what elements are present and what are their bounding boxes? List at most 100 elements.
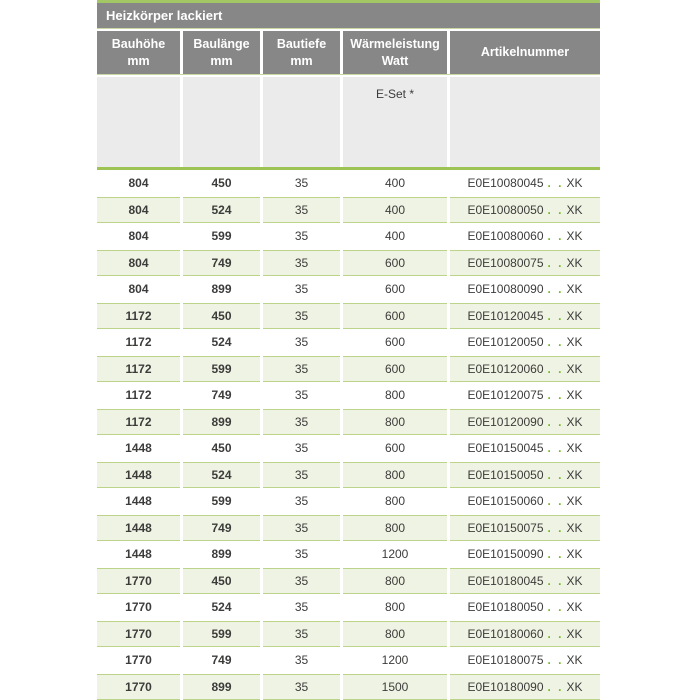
- article-suffix: XK: [566, 255, 583, 270]
- article-number: E0E10180090: [467, 679, 544, 694]
- cell-bautiefe: 35: [263, 276, 340, 303]
- article-suffix: XK: [566, 282, 583, 297]
- article-suffix: XK: [566, 388, 583, 403]
- article-number: E0E10120050: [467, 335, 544, 350]
- table-row: 804 450 35 400 E0E10080045. . XK: [97, 170, 600, 197]
- cell-artikelnummer: E0E10080075. . XK: [450, 249, 600, 276]
- article-number: E0E10180050: [467, 600, 544, 615]
- cell-baulaenge: 899: [183, 673, 260, 700]
- column-header-artikelnummer: Artikelnummer: [450, 31, 600, 74]
- cell-bauhoehe: 804: [97, 196, 180, 223]
- cell-watt: 600: [343, 355, 447, 382]
- cell-artikelnummer: E0E10080060. . XK: [450, 223, 600, 250]
- cell-bauhoehe: 804: [97, 223, 180, 250]
- table-row: 1770 749 35 1200 E0E10180075. . XK: [97, 647, 600, 674]
- cell-watt: 800: [343, 408, 447, 435]
- article-suffix: XK: [566, 361, 583, 376]
- cell-bautiefe: 35: [263, 408, 340, 435]
- table-row: 1448 450 35 600 E0E10150045. . XK: [97, 435, 600, 462]
- article-suffix: XK: [566, 414, 583, 429]
- cell-bautiefe: 35: [263, 196, 340, 223]
- table-row: 1448 899 35 1200 E0E10150090. . XK: [97, 541, 600, 568]
- cell-bautiefe: 35: [263, 541, 340, 568]
- subheader-cell-baulaenge: [183, 77, 260, 167]
- cell-bautiefe: 35: [263, 620, 340, 647]
- article-number: E0E10080045: [467, 176, 544, 191]
- article-number: E0E10080050: [467, 202, 544, 217]
- cell-bautiefe: 35: [263, 673, 340, 700]
- separator-line: [97, 74, 600, 77]
- article-number: E0E10180060: [467, 626, 544, 641]
- cell-artikelnummer: E0E10120090. . XK: [450, 408, 600, 435]
- cell-bauhoehe: 1448: [97, 541, 180, 568]
- separator-line: [97, 28, 600, 31]
- product-table: Heizkörper lackiert Bauhöhe mm Baulänge …: [97, 0, 600, 700]
- subheader-cell-artikelnummer: [450, 77, 600, 167]
- cell-bautiefe: 35: [263, 223, 340, 250]
- cell-watt: 800: [343, 620, 447, 647]
- cell-watt: 600: [343, 276, 447, 303]
- article-suffix: XK: [566, 467, 583, 482]
- table-row: 1448 749 35 800 E0E10150075. . XK: [97, 514, 600, 541]
- article-color-dots: . .: [547, 308, 564, 323]
- column-header-label: Wärmeleistung: [350, 37, 440, 52]
- cell-bautiefe: 35: [263, 355, 340, 382]
- article-color-dots: . .: [547, 547, 564, 562]
- cell-artikelnummer: E0E10120060. . XK: [450, 355, 600, 382]
- table-row: 804 749 35 600 E0E10080075. . XK: [97, 249, 600, 276]
- cell-bauhoehe: 1448: [97, 514, 180, 541]
- cell-bauhoehe: 804: [97, 249, 180, 276]
- cell-watt: 800: [343, 567, 447, 594]
- cell-bauhoehe: 1172: [97, 302, 180, 329]
- article-color-dots: . .: [547, 414, 564, 429]
- article-color-dots: . .: [547, 626, 564, 641]
- table-row: 1770 524 35 800 E0E10180050. . XK: [97, 594, 600, 621]
- cell-bauhoehe: 1770: [97, 673, 180, 700]
- cell-bauhoehe: 1172: [97, 408, 180, 435]
- table-row: 1172 899 35 800 E0E10120090. . XK: [97, 408, 600, 435]
- article-number: E0E10180075: [467, 653, 544, 668]
- article-color-dots: . .: [547, 361, 564, 376]
- cell-artikelnummer: E0E10080050. . XK: [450, 196, 600, 223]
- cell-watt: 600: [343, 249, 447, 276]
- cell-bauhoehe: 804: [97, 170, 180, 197]
- cell-watt: 800: [343, 461, 447, 488]
- column-header-label: Bautiefe: [276, 37, 327, 52]
- article-suffix: XK: [566, 679, 583, 694]
- cell-bauhoehe: 1172: [97, 329, 180, 356]
- cell-bauhoehe: 1448: [97, 461, 180, 488]
- cell-baulaenge: 899: [183, 408, 260, 435]
- article-number: E0E10080075: [467, 255, 544, 270]
- article-suffix: XK: [566, 229, 583, 244]
- accent-line-subheader: [97, 167, 600, 170]
- cell-bautiefe: 35: [263, 567, 340, 594]
- cell-bautiefe: 35: [263, 488, 340, 515]
- cell-artikelnummer: E0E10120050. . XK: [450, 329, 600, 356]
- table-row: 1448 524 35 800 E0E10150050. . XK: [97, 461, 600, 488]
- column-header-waermeleistung: Wärmeleistung Watt: [343, 31, 447, 74]
- cell-watt: 600: [343, 435, 447, 462]
- column-header-unit: mm: [127, 53, 150, 68]
- column-header-label: Bauhöhe: [111, 37, 166, 52]
- article-color-dots: . .: [547, 388, 564, 403]
- cell-baulaenge: 450: [183, 170, 260, 197]
- article-color-dots: . .: [547, 282, 564, 297]
- table-row: 1770 899 35 1500 E0E10180090. . XK: [97, 673, 600, 700]
- article-color-dots: . .: [547, 573, 564, 588]
- cell-artikelnummer: E0E10080045. . XK: [450, 170, 600, 197]
- cell-baulaenge: 899: [183, 541, 260, 568]
- cell-baulaenge: 599: [183, 620, 260, 647]
- cell-artikelnummer: E0E10180075. . XK: [450, 647, 600, 674]
- table-row: 1770 599 35 800 E0E10180060. . XK: [97, 620, 600, 647]
- cell-artikelnummer: E0E10150090. . XK: [450, 541, 600, 568]
- cell-baulaenge: 524: [183, 461, 260, 488]
- table-row: 804 524 35 400 E0E10080050. . XK: [97, 196, 600, 223]
- article-number: E0E10080090: [467, 282, 544, 297]
- cell-bauhoehe: 1172: [97, 382, 180, 409]
- column-header-row: Bauhöhe mm Baulänge mm Bautiefe mm Wärme…: [97, 31, 600, 74]
- cell-watt: 800: [343, 488, 447, 515]
- article-suffix: XK: [566, 600, 583, 615]
- article-number: E0E10150090: [467, 547, 544, 562]
- article-color-dots: . .: [547, 494, 564, 509]
